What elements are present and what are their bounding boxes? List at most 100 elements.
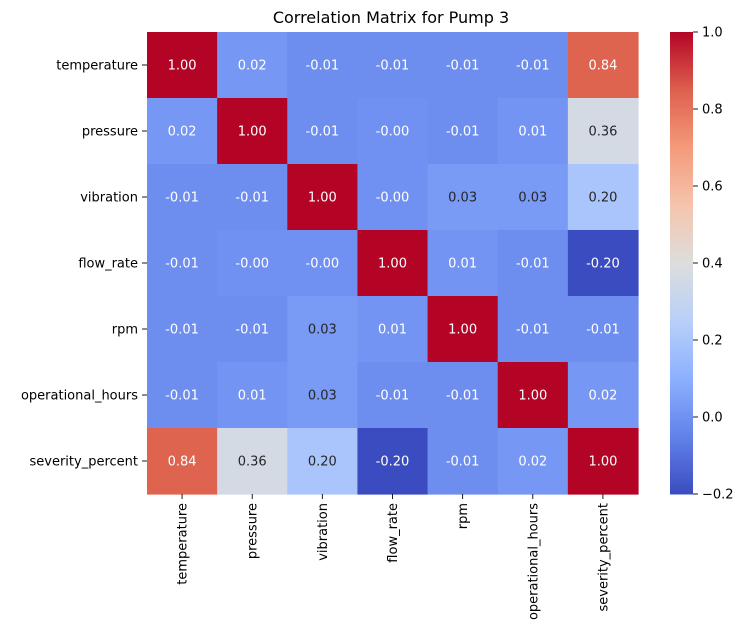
cell-value-label: -0.01 [165,389,199,404]
colorbar-gradient-step [670,263,693,266]
colorbar-gradient-step [670,52,693,56]
colorbar-gradient-step [670,350,693,354]
heatmap-cell [427,164,499,231]
colorbar-gradient-step [670,366,693,370]
colorbar-gradient-step [670,221,693,225]
colorbar-gradient-step [670,279,693,282]
colorbar-gradient-step [670,138,693,142]
heatmap-cell [497,32,569,99]
colorbar-gradient-step [670,311,693,315]
colorbar-gradient-step [670,313,693,317]
cell-value-label: 0.01 [238,389,267,404]
cell-value-label: -0.01 [306,59,340,74]
colorbar-gradient-step [670,175,693,179]
colorbar-gradient-step [670,103,693,107]
colorbar-gradient-step [670,179,693,183]
cell-value-label: 0.01 [448,257,477,272]
cell-value-label: -0.01 [235,323,269,338]
colorbar-gradient-step [670,202,693,206]
colorbar-gradient-step [670,440,693,444]
colorbar-gradient-step [670,131,693,135]
colorbar-gradient-step [670,468,693,472]
colorbar-gradient-step [670,145,693,148]
colorbar-gradient-step [670,251,693,255]
colorbar-gradient-step [670,73,693,77]
cell-value-label: 0.03 [448,191,477,206]
heatmap-cell [357,296,429,363]
colorbar-gradient-step [670,433,693,437]
colorbar-gradient-step [670,226,693,229]
colorbar-gradient-step [670,369,693,373]
colorbar-gradient-step [670,135,693,139]
x-tick-label: severity_percent [596,503,611,612]
x-tick-label: vibration [316,503,331,561]
heatmap-cell [567,164,639,231]
colorbar-gradient-step [670,85,693,88]
heatmap-cell [357,362,429,429]
heatmap-cell [147,164,218,231]
cell-value-label: 1.00 [378,257,407,272]
colorbar-gradient-step [670,94,693,98]
colorbar-gradient-step [670,223,693,227]
y-tick-label: vibration [80,191,138,206]
cell-value-label: -0.00 [235,257,269,272]
colorbar-gradient-step [670,288,693,292]
heatmap-cell [567,230,639,297]
colorbar-gradient-step [670,396,693,400]
colorbar-gradient-step [670,417,693,421]
heatmap-annotations: 1.00 0.02 -0.01 -0.01 -0.01 -0.01 0.84 0.02 1.00… [165,59,620,470]
colorbar-gradient-step [670,232,693,236]
colorbar-gradient-step [670,237,693,241]
colorbar-gradient-step [670,55,693,58]
colorbar-gradient-step [670,112,693,116]
cell-value-label: 0.20 [588,191,617,206]
cell-value-label: -0.00 [306,257,340,272]
heatmap-cell [567,296,639,363]
colorbar-tick-label: −0.2 [702,488,734,503]
heatmap-cell [567,362,639,429]
cell-value-label: 1.00 [308,191,337,206]
heatmap-cell [427,230,499,297]
colorbar-gradient-step [670,156,693,160]
colorbar-gradient-step [670,429,693,433]
colorbar-gradient-step [670,105,693,109]
colorbar-gradient-step [670,168,693,172]
colorbar-gradient-step [670,290,693,294]
heatmap-cell [357,230,429,297]
colorbar-gradient-step [670,96,693,100]
colorbar-gradient-step [670,110,693,114]
colorbar-gradient-step [670,161,693,165]
colorbar-gradient-step [670,186,693,190]
colorbar-gradient-step [670,392,693,396]
y-tick-label: temperature [56,59,138,74]
colorbar-gradient-step [670,272,693,276]
colorbar-gradient-step [670,373,693,377]
colorbar-gradient-step [670,362,693,366]
colorbar-gradient-step [670,436,693,440]
colorbar-tick-label: 0.4 [702,257,723,272]
colorbar-gradient-step [670,198,693,202]
cell-value-label: -0.01 [586,323,620,338]
colorbar-gradient-step [670,299,693,303]
heatmap-cell [497,362,569,429]
heatmap-cell [217,296,288,363]
colorbar-gradient-step [670,45,693,49]
colorbar-gradient-step [670,119,693,123]
y-tick-label: operational_hours [21,389,138,404]
cell-value-label: -0.01 [376,59,410,74]
colorbar-gradient-step [670,239,693,243]
colorbar-gradient-step [670,463,693,467]
heatmap-cell [147,98,218,165]
colorbar-gradient-step [670,260,693,264]
colorbar-gradient-step [670,216,693,220]
heatmap-cell [287,428,359,495]
colorbar-gradient-step [670,336,693,340]
cell-value-label: -0.01 [165,191,199,206]
colorbar-gradient-step [670,394,693,398]
colorbar-gradient-step [670,380,693,384]
colorbar-gradient-step [670,329,693,333]
colorbar-gradient-step [670,281,693,285]
colorbar-gradient-step [670,62,693,65]
colorbar-gradient-step [670,159,693,162]
